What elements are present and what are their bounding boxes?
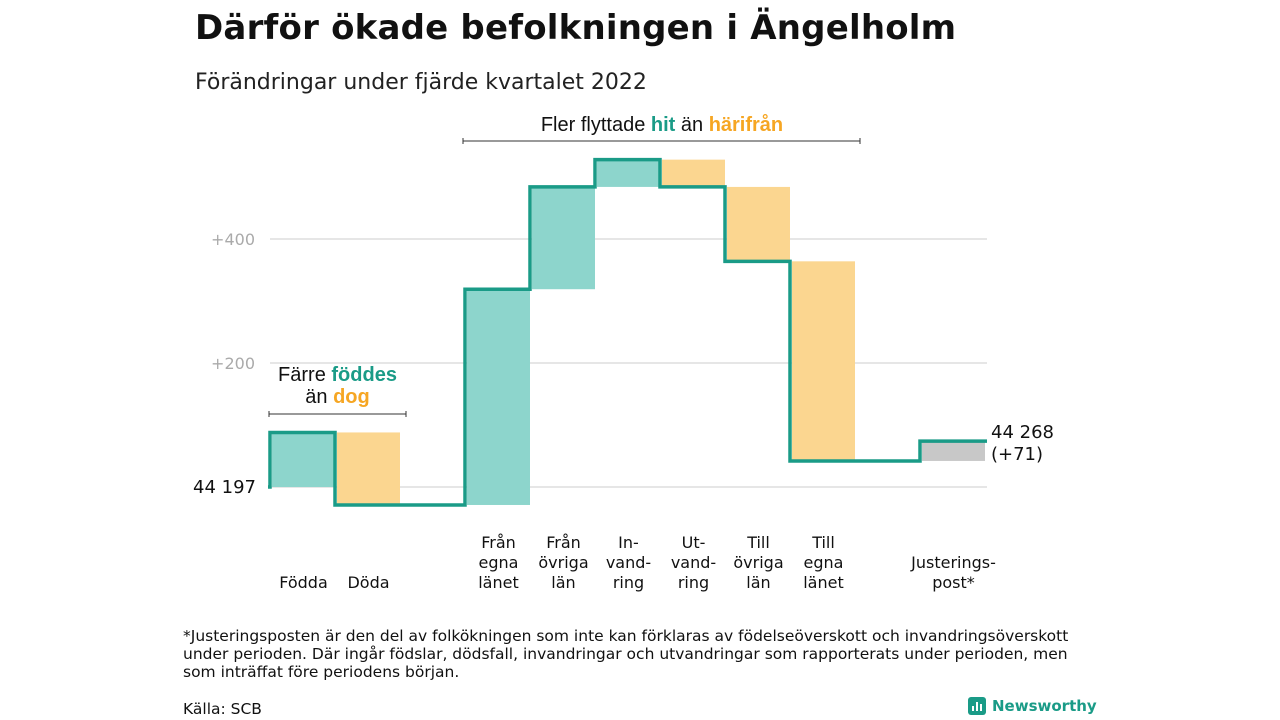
waterfall-bar [597, 159, 660, 187]
category-label: Döda [347, 573, 389, 592]
waterfall-bar [727, 186, 790, 262]
category-label: Ut-vand-ring [671, 533, 716, 592]
migration-annotation-prefix: Fler flyttade [540, 114, 651, 136]
category-label: Till egna länet [803, 533, 844, 592]
y-tick-label: +400 [211, 230, 255, 249]
start-value-label: 44 197 [193, 477, 256, 498]
category-label: In-vand-ring [606, 533, 651, 592]
waterfall-bar [532, 186, 595, 290]
page-title: Därför ökade befolkningen i Ängelholm [195, 8, 957, 48]
page-subtitle: Förändringar under fjärde kvartalet 2022 [195, 70, 647, 95]
waterfall-bar [272, 432, 335, 487]
category-label: Födda [279, 573, 328, 592]
waterfall-bar [792, 261, 855, 461]
waterfall-bar [337, 432, 400, 505]
births-annotation-prefix: Färre [278, 364, 332, 386]
births-annotation-foddes: föddes [331, 364, 397, 386]
waterfall-bar [662, 159, 725, 187]
brand-name: Newsworthy [992, 697, 1097, 715]
births-annotation-middle: än [305, 386, 334, 408]
y-tick-label: +200 [211, 354, 255, 373]
births-annotation: Färre föddes än dog [255, 364, 420, 408]
category-label: Justerings-post* [910, 553, 996, 592]
category-label: Från övriga län [538, 533, 588, 592]
births-annotation-dog: dog [333, 386, 370, 408]
brand-logo: Newsworthy [968, 697, 1097, 715]
migration-annotation-hit: hit [650, 114, 676, 136]
end-value-label: 44 268 [991, 422, 1054, 443]
footnote: *Justeringsposten är den del av folkökni… [183, 627, 1069, 681]
waterfall-bar [922, 441, 985, 461]
category-label: Från egna länet [478, 533, 519, 592]
migration-annotation-harifran: härifrån [708, 114, 784, 136]
newsworthy-logo-icon [968, 697, 986, 715]
migration-annotation: Fler flyttade hit än härifrån [463, 114, 861, 137]
waterfall-bar [467, 289, 530, 505]
source-label: Källa: SCB [183, 700, 262, 718]
cumulative-step-line [268, 157, 987, 507]
end-change-label: (+71) [991, 444, 1043, 465]
migration-annotation-middle: än [675, 114, 709, 136]
category-label: Till övriga län [733, 533, 783, 592]
